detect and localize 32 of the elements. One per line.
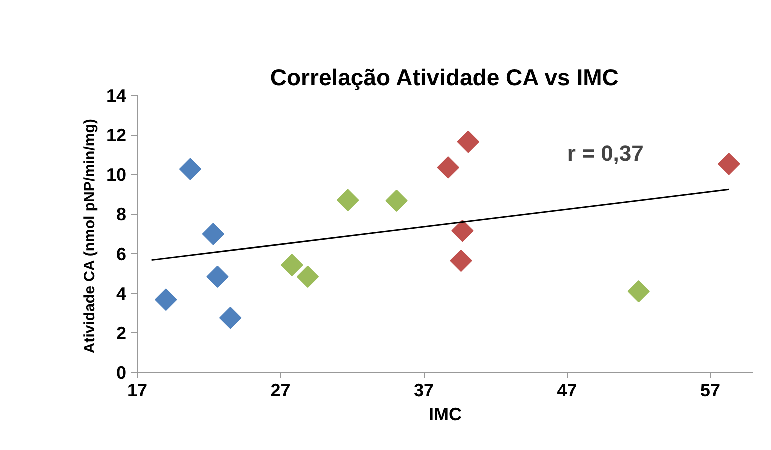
y-tick-label: 12	[106, 126, 127, 146]
point	[457, 130, 480, 154]
y-tick-label: 8	[116, 204, 127, 225]
x-tick-label: 27	[270, 380, 291, 400]
point	[386, 190, 408, 212]
point	[281, 254, 304, 276]
point	[628, 280, 650, 303]
point	[437, 156, 460, 179]
x-tick-label: 57	[700, 380, 721, 400]
x-axis-title: IMC	[429, 404, 462, 424]
point	[155, 288, 178, 311]
y-tick-label: 2	[116, 323, 127, 344]
point	[179, 158, 202, 180]
y-tick-label: 4	[116, 284, 127, 304]
y-tick-label: 10	[106, 165, 127, 186]
point	[450, 250, 472, 272]
point	[718, 153, 740, 176]
chart-title: Correlação Atividade CA vs IMC	[270, 64, 619, 90]
point	[296, 266, 320, 288]
y-tick-label: 14	[106, 86, 127, 106]
y-axis-title: Atividade CA (nmol pNP/min/mg)	[81, 119, 98, 354]
x-tick-label: 37	[414, 380, 434, 400]
y-tick-label: 6	[116, 244, 127, 264]
point	[452, 220, 474, 242]
point	[202, 223, 225, 246]
point	[220, 306, 242, 330]
point	[206, 266, 229, 288]
point	[336, 189, 360, 212]
annotation: r = 0,37	[567, 141, 644, 166]
y-tick-label: 0	[116, 363, 127, 383]
x-tick-label: 47	[557, 380, 578, 400]
x-tick-label: 17	[127, 380, 148, 400]
